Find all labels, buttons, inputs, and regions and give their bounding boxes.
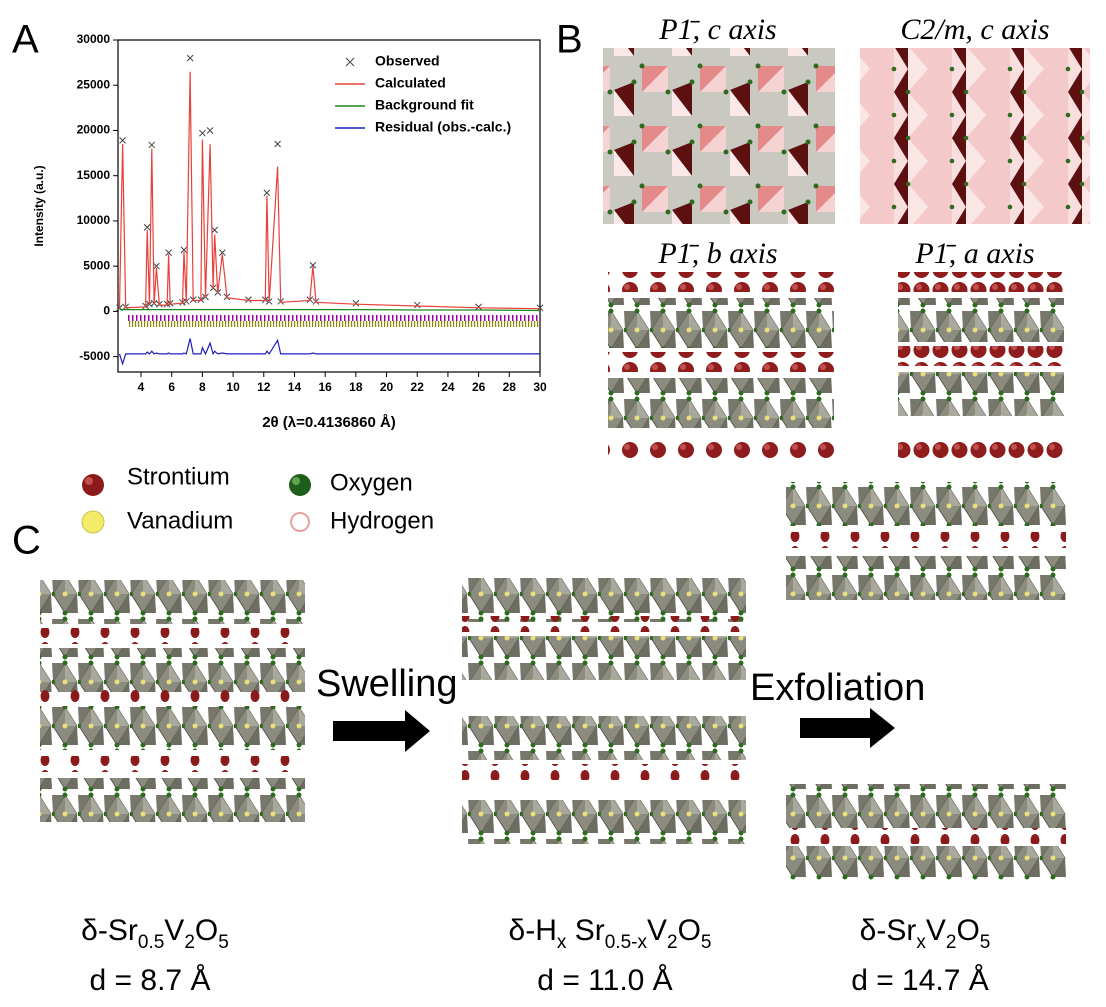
atom-name: Oxygen bbox=[330, 469, 413, 496]
formula-part: 5 bbox=[980, 932, 991, 953]
observed-point bbox=[212, 227, 218, 233]
legend-marker bbox=[346, 58, 354, 66]
structure-image bbox=[40, 580, 305, 822]
x-tick-label: 30 bbox=[533, 380, 547, 394]
process-label: Swelling bbox=[316, 663, 458, 705]
y-tick-label: 15000 bbox=[77, 168, 111, 182]
formula-part: 5 bbox=[701, 932, 712, 953]
y-tick-label: 30000 bbox=[77, 32, 111, 46]
formula-part: 2 bbox=[184, 932, 195, 953]
y-tick-label: -5000 bbox=[79, 349, 110, 363]
atom-name: Strontium bbox=[127, 463, 230, 490]
formula-part: 5 bbox=[218, 932, 229, 953]
observed-point bbox=[264, 190, 270, 196]
legend-label: Residual (obs.-calc.) bbox=[375, 119, 511, 135]
structure-title: C2/m, c axis bbox=[900, 13, 1049, 46]
x-tick-label: 18 bbox=[349, 380, 363, 394]
formula-part: δ-Sr bbox=[81, 914, 138, 947]
y-tick-label: 25000 bbox=[77, 77, 111, 91]
formula-part: O bbox=[195, 914, 218, 947]
series-line bbox=[120, 310, 541, 311]
formula-part: δ-H bbox=[509, 914, 557, 947]
reflection-markers bbox=[128, 321, 540, 327]
panel-label: A bbox=[12, 18, 39, 62]
formula-part: δ-Sr bbox=[860, 914, 917, 947]
observed-point bbox=[353, 300, 359, 306]
formula-part: Sr bbox=[566, 914, 604, 947]
reflection-markers bbox=[128, 315, 540, 321]
observed-point bbox=[245, 297, 251, 303]
interlayer-spacing: d = 8.7 Å bbox=[90, 964, 211, 997]
x-tick-label: 28 bbox=[503, 380, 517, 394]
observed-point bbox=[149, 142, 155, 148]
observed-point bbox=[199, 130, 205, 136]
formula-part: x bbox=[916, 932, 926, 953]
structure-title: P1̄, b axis bbox=[657, 237, 777, 270]
x-tick-label: 26 bbox=[472, 380, 486, 394]
y-axis-label: Intensity (a.u.) bbox=[32, 165, 46, 246]
x-tick-label: 22 bbox=[411, 380, 425, 394]
y-tick-label: 20000 bbox=[77, 123, 111, 137]
y-tick-label: 10000 bbox=[77, 213, 111, 227]
formula-part: O bbox=[678, 914, 701, 947]
formula-part: 0.5-x bbox=[605, 932, 648, 953]
formula: δ-Hx Sr0.5-xV2O5 bbox=[509, 914, 712, 953]
series-line bbox=[120, 339, 541, 364]
process-label: Exfoliation bbox=[750, 667, 925, 709]
formula-part: V bbox=[164, 914, 184, 947]
structure-title: P1̄, a axis bbox=[914, 237, 1034, 270]
x-tick-label: 6 bbox=[168, 380, 175, 394]
observed-point bbox=[144, 224, 150, 230]
observed-point bbox=[207, 127, 213, 133]
y-tick-label: 0 bbox=[103, 304, 110, 318]
formula-part: 0.5 bbox=[138, 932, 164, 953]
arrow bbox=[800, 708, 895, 748]
panel-label: C bbox=[12, 519, 41, 563]
x-tick-label: 16 bbox=[318, 380, 332, 394]
structure-image bbox=[898, 272, 1064, 458]
series-line bbox=[120, 72, 541, 309]
arrow bbox=[333, 710, 430, 752]
formula-part: V bbox=[647, 914, 667, 947]
atom-name: Vanadium bbox=[127, 507, 233, 534]
observed-point bbox=[476, 304, 482, 310]
panel-label: B bbox=[556, 18, 583, 62]
formula-part: V bbox=[926, 914, 946, 947]
x-axis-label: 2θ (λ=0.4136860 Å) bbox=[262, 414, 396, 431]
x-tick-label: 10 bbox=[226, 380, 240, 394]
x-tick-label: 12 bbox=[257, 380, 271, 394]
structure-image bbox=[608, 272, 834, 458]
interlayer-spacing: d = 11.0 Å bbox=[537, 964, 672, 997]
structure-image bbox=[860, 48, 1090, 224]
formula-part: x bbox=[557, 932, 567, 953]
y-tick-label: 5000 bbox=[83, 258, 110, 272]
atom-name: Hydrogen bbox=[330, 507, 434, 534]
legend-label: Observed bbox=[375, 53, 440, 69]
formula-part: 2 bbox=[667, 932, 678, 953]
figure: A Intensity (a.u.) 2θ (λ=0.4136860 Å) B … bbox=[0, 0, 1106, 1002]
x-tick-label: 14 bbox=[288, 380, 302, 394]
formula: δ-SrxV2O5 bbox=[860, 914, 991, 953]
x-tick-label: 4 bbox=[138, 380, 145, 394]
legend-label: Background fit bbox=[375, 97, 474, 113]
x-tick-label: 24 bbox=[441, 380, 455, 394]
interlayer-spacing: d = 14.7 Å bbox=[851, 964, 989, 997]
observed-point bbox=[187, 55, 193, 61]
structure-image bbox=[462, 578, 746, 844]
structure-title: P1̄, c axis bbox=[658, 13, 776, 46]
observed-point bbox=[414, 302, 420, 308]
observed-point bbox=[275, 141, 281, 147]
x-tick-label: 8 bbox=[199, 380, 206, 394]
legend-label: Calculated bbox=[375, 75, 446, 91]
x-tick-label: 20 bbox=[380, 380, 394, 394]
formula-part: 2 bbox=[946, 932, 957, 953]
structure-image bbox=[603, 48, 835, 224]
formula-part: O bbox=[956, 914, 979, 947]
observed-point bbox=[120, 137, 126, 143]
formula: δ-Sr0.5V2O5 bbox=[81, 914, 229, 953]
